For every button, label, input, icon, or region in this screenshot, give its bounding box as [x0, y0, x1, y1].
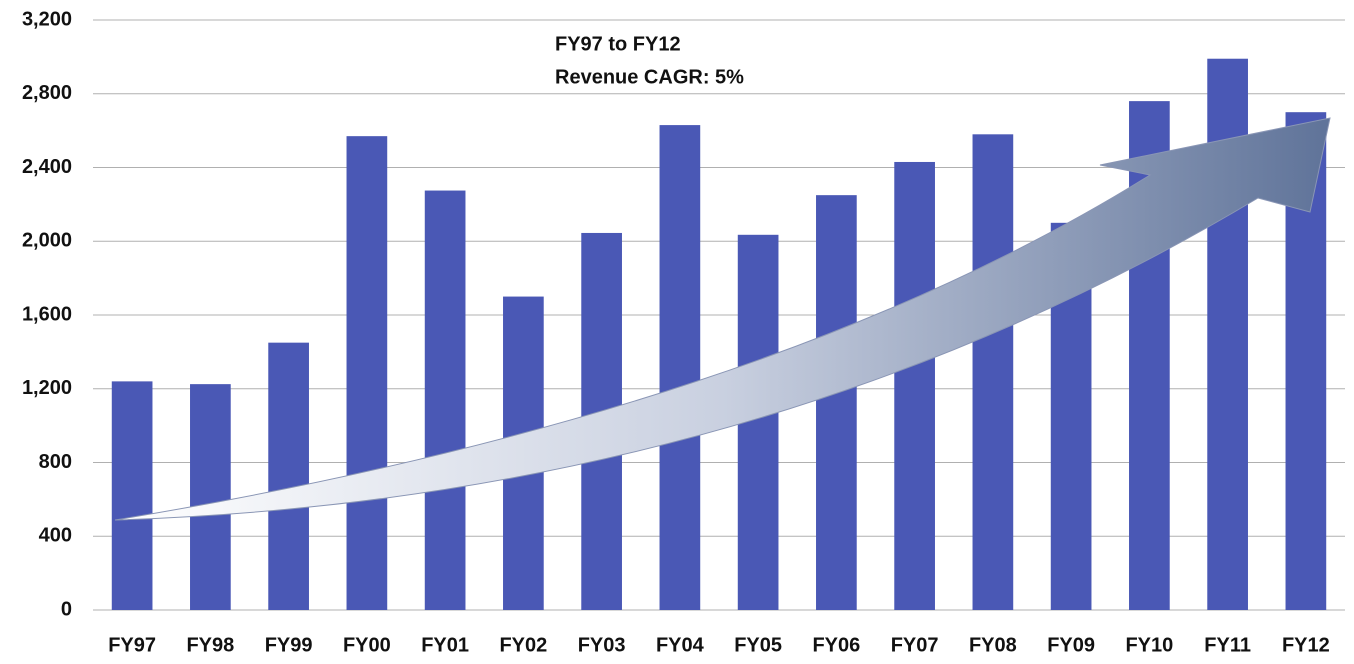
x-tick-label: FY02 [499, 634, 547, 656]
x-tick-label: FY07 [891, 634, 939, 656]
x-tick-label: FY00 [343, 634, 391, 656]
x-tick-label: FY03 [578, 634, 626, 656]
y-tick-label: 400 [39, 525, 72, 547]
x-tick-label: FY99 [265, 634, 313, 656]
y-tick-label: 2,400 [22, 156, 72, 178]
y-tick-label: 0 [61, 598, 72, 620]
x-tick-label: FY05 [734, 634, 782, 656]
y-tick-label: 3,200 [22, 8, 72, 30]
y-tick-label: 2,000 [22, 230, 72, 252]
x-tick-label: FY04 [656, 634, 705, 656]
y-tick-label: 1,200 [22, 377, 72, 399]
annotation: Revenue CAGR: 5% [555, 66, 744, 88]
bar [190, 384, 231, 610]
bar [894, 161, 935, 610]
bar [111, 381, 153, 610]
bar [972, 134, 1014, 610]
x-tick-label: FY01 [421, 634, 469, 656]
bar [659, 125, 701, 610]
x-tick-label: FY98 [186, 634, 234, 656]
bar [816, 195, 857, 610]
x-tick-label: FY08 [969, 634, 1017, 656]
bar [268, 342, 309, 610]
annotation: FY97 to FY12 [555, 33, 681, 55]
x-tick-label: FY11 [1204, 634, 1251, 656]
bar [424, 190, 466, 610]
bars [111, 58, 1327, 610]
growth-arrow [114, 117, 1331, 521]
y-tick-label: 800 [39, 451, 72, 473]
x-tick-label: FY12 [1282, 634, 1330, 656]
x-tick-label: FY97 [108, 634, 156, 656]
bar [346, 136, 388, 610]
x-tick-label: FY06 [812, 634, 860, 656]
x-tick-label: FY10 [1125, 634, 1173, 656]
y-tick-label: 2,800 [22, 82, 72, 104]
x-tick-label: FY09 [1047, 634, 1095, 656]
y-tick-label: 1,600 [22, 303, 72, 325]
